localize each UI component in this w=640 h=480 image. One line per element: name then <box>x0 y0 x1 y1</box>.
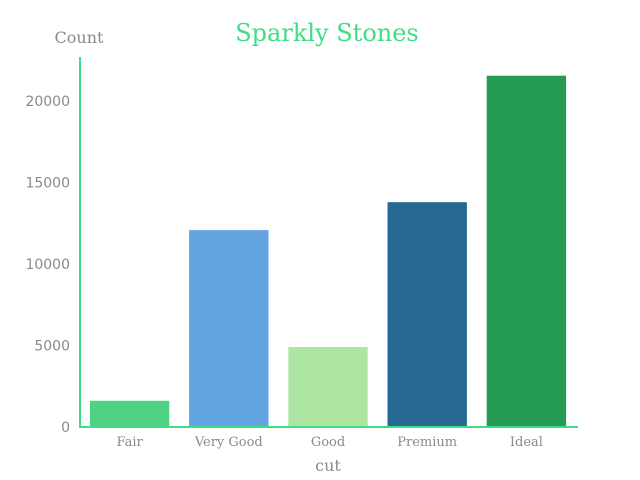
y-ticks-group: 0 5000 10000 15000 20000 <box>25 94 70 436</box>
x-tick-label: Fair <box>116 435 143 450</box>
bar-good <box>288 347 368 427</box>
bar-ideal <box>486 75 567 427</box>
x-axis-label: cut <box>315 456 341 475</box>
x-ticks-group: Fair Very Good Good Premium Ideal <box>116 435 542 450</box>
x-tick-label: Premium <box>397 435 457 450</box>
y-axis-label: Count <box>55 28 104 47</box>
y-tick-label: 20000 <box>25 94 70 110</box>
y-tick-label: 0 <box>61 420 70 436</box>
bar-fair <box>89 400 170 427</box>
y-tick-label: 15000 <box>25 176 70 192</box>
bars-group <box>89 75 567 427</box>
chart-title: Sparkly Stones <box>235 19 419 47</box>
x-tick-label: Ideal <box>510 435 543 450</box>
y-tick-label: 5000 <box>34 339 70 355</box>
bar-premium <box>387 202 467 427</box>
x-tick-label: Very Good <box>194 435 263 450</box>
y-tick-label: 10000 <box>25 257 70 273</box>
x-tick-label: Good <box>311 435 345 450</box>
bar-very-good <box>189 230 269 427</box>
